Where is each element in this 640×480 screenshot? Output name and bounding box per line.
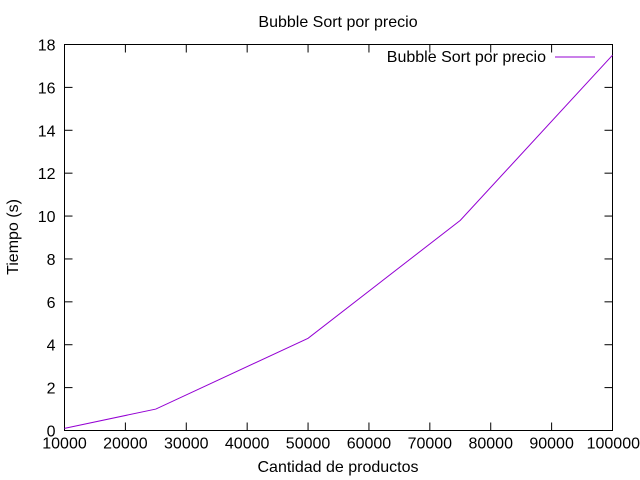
- series-line-bubble-sort: [64, 54, 613, 429]
- y-tick-label: 2: [47, 381, 56, 398]
- x-tick-label: 80000: [468, 436, 513, 453]
- legend: Bubble Sort por precio: [387, 49, 595, 66]
- y-tick-label: 10: [38, 209, 56, 226]
- chart-title: Bubble Sort por precio: [258, 14, 417, 31]
- y-tick-label: 8: [47, 252, 56, 269]
- x-tick-label: 90000: [529, 436, 574, 453]
- x-tick-label: 20000: [103, 436, 148, 453]
- x-axis-label: Cantidad de productos: [258, 459, 419, 476]
- y-tick-label: 0: [47, 424, 56, 441]
- y-axis-label: Tiempo (s): [5, 199, 22, 275]
- y-tick-label: 18: [38, 38, 56, 55]
- y-axis: 0 2 4 6 8 10 12 14 16 18: [38, 38, 613, 441]
- y-tick-label: 14: [38, 123, 56, 140]
- plot-area-frame: [64, 44, 613, 431]
- y-tick-label: 16: [38, 80, 56, 97]
- x-tick-label: 10000: [42, 436, 87, 453]
- x-tick-label: 50000: [286, 436, 331, 453]
- x-tick-label: 100000: [587, 436, 640, 453]
- x-axis: 10000 20000 30000 40000 50000 60000 70000 80000…: [42, 44, 640, 453]
- x-tick-label: 60000: [347, 436, 392, 453]
- y-tick-label: 6: [47, 295, 56, 312]
- x-tick-label: 70000: [408, 436, 453, 453]
- x-tick-label: 40000: [225, 436, 270, 453]
- legend-label: Bubble Sort por precio: [387, 49, 546, 66]
- y-tick-label: 4: [47, 338, 56, 355]
- y-tick-label: 12: [38, 166, 56, 183]
- x-tick-label: 30000: [164, 436, 209, 453]
